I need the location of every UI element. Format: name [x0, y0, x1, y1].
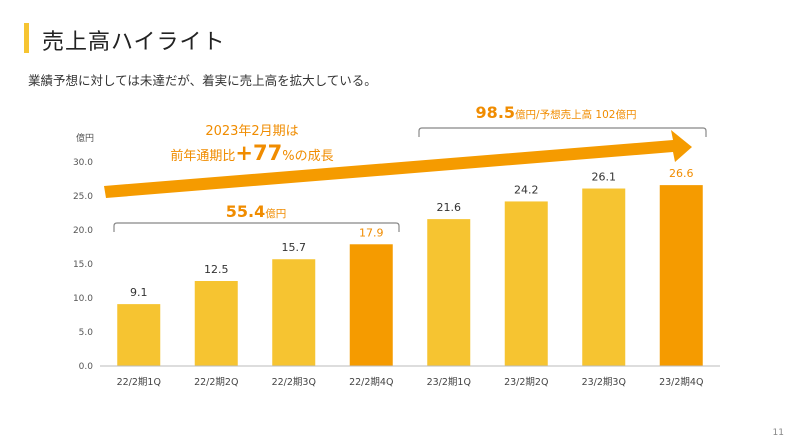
bar	[117, 304, 161, 366]
bar	[504, 201, 548, 366]
page-subtitle: 業績予想に対しては未達だが、着実に売上高を拡大している。	[28, 73, 377, 88]
x-tick-label: 23/2期2Q	[504, 377, 548, 388]
page-title: 売上高ハイライト	[42, 30, 226, 55]
bar	[582, 188, 626, 366]
bar	[349, 244, 393, 366]
bar-value-label: 26.6	[669, 167, 694, 180]
growth-value: +77	[235, 141, 282, 165]
bar-value-label: 24.2	[514, 183, 539, 196]
bar-value-label: 9.1	[130, 286, 148, 299]
bar-value-label: 12.5	[204, 263, 229, 276]
y-axis-unit-label: 億円	[76, 132, 94, 144]
bars: 9.1 12.5 15.7 17.9 21.6 24.2 26.1 26.6	[117, 167, 703, 366]
fy22-total-unit: 億円	[265, 207, 286, 220]
y-tick-label: 15.0	[73, 260, 93, 270]
bar	[659, 185, 703, 366]
y-tick-label: 30.0	[73, 158, 93, 168]
y-axis: 億円 0.0 5.0 10.0 15.0 20.0 25.0 30.0	[73, 132, 94, 372]
fy23-total-value: 98.5	[476, 103, 515, 122]
x-tick-label: 22/2期3Q	[272, 377, 316, 388]
fy22-bracket	[113, 222, 400, 232]
x-tick-label: 23/2期1Q	[427, 377, 471, 388]
bar-value-label: 17.9	[359, 226, 384, 239]
growth-annotation-line1: 2023年2月期は	[205, 124, 298, 139]
bar	[427, 219, 471, 366]
x-tick-label: 22/2期1Q	[117, 377, 161, 388]
y-tick-label: 5.0	[79, 328, 94, 338]
y-tick-label: 0.0	[79, 362, 94, 372]
fy23-total-label: 98.5億円/予想売上高 102億円	[476, 103, 637, 122]
y-tick-label: 10.0	[73, 294, 93, 304]
bar	[194, 281, 238, 366]
title-accent-bar	[24, 23, 29, 53]
fy22-total-label: 55.4億円	[226, 202, 286, 221]
x-tick-label: 23/2期4Q	[659, 377, 703, 388]
bar	[272, 259, 316, 366]
y-tick-label: 20.0	[73, 226, 93, 236]
fy23-bracket	[418, 127, 707, 137]
page-number: 11	[772, 428, 784, 438]
fy23-forecast: /予想売上高 102億円	[536, 108, 636, 121]
bar-value-label: 26.1	[592, 171, 617, 184]
x-tick-label: 23/2期3Q	[582, 377, 626, 388]
bar-value-label: 21.6	[437, 201, 462, 214]
x-tick-label: 22/2期4Q	[349, 377, 393, 388]
x-tick-label: 22/2期2Q	[194, 377, 238, 388]
y-tick-label: 25.0	[73, 192, 93, 202]
growth-annotation-line2: 前年通期比+77%の成長	[170, 141, 333, 165]
fy23-total-unit: 億円	[515, 108, 536, 121]
fy22-total-value: 55.4	[226, 202, 265, 221]
bar-value-label: 15.7	[282, 241, 307, 254]
x-axis: 22/2期1Q 22/2期2Q 22/2期3Q 22/2期4Q 23/2期1Q 23/2期…	[117, 377, 704, 388]
growth-prefix: 前年通期比	[170, 148, 235, 164]
growth-suffix: %の成長	[282, 149, 333, 164]
growth-arrow	[104, 130, 692, 198]
